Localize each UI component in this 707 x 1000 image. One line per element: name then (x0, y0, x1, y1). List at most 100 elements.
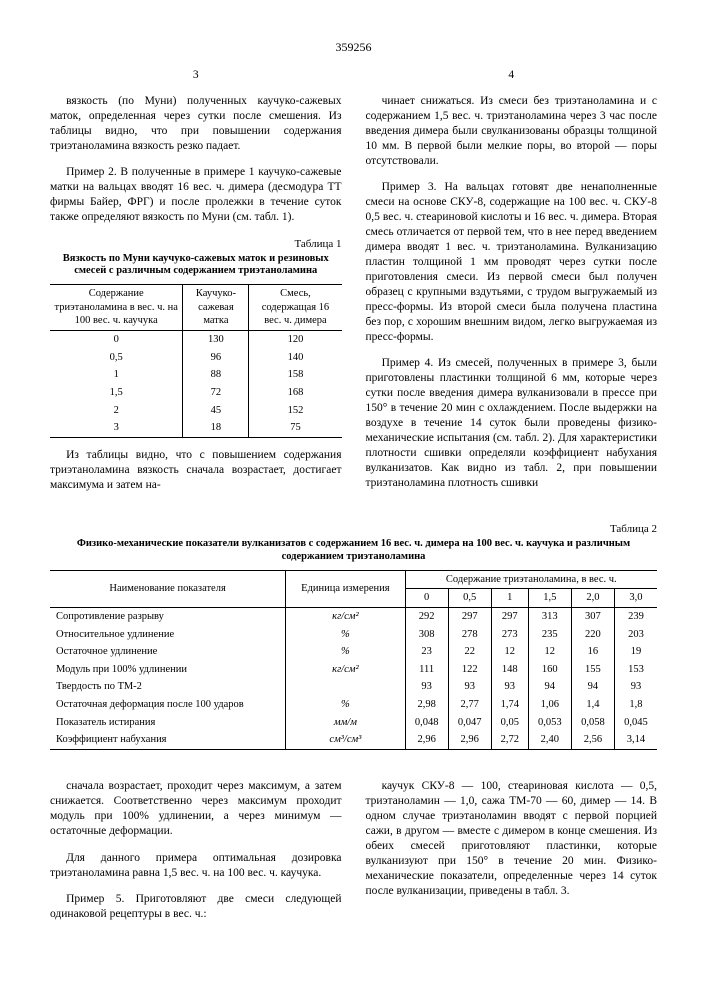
t2-col: 3,0 (614, 589, 657, 608)
para-r2: Пример 3. На вальцах готовят две ненапол… (366, 180, 658, 344)
table-cell: 94 (528, 678, 571, 696)
table-cell: 273 (491, 626, 528, 644)
table1-label: Таблица 1 (50, 237, 342, 251)
table-cell: 2,96 (405, 731, 448, 749)
table-cell: 130 (183, 330, 249, 348)
para-l3: Из таблицы видно, что с повышением содер… (50, 448, 342, 493)
para-r3: Пример 4. Из смесей, полученных в пример… (366, 356, 658, 490)
table-cell: 120 (249, 330, 342, 348)
t2-col: 1 (491, 589, 528, 608)
table-cell: 158 (249, 366, 342, 384)
table-cell: 96 (183, 349, 249, 367)
table-cell: 239 (614, 607, 657, 625)
para-l2: Пример 2. В полученные в примере 1 каучу… (50, 165, 342, 225)
t2-h-unit: Единица измерения (286, 570, 405, 607)
table-cell: 2,72 (491, 731, 528, 749)
table-cell: 93 (448, 678, 491, 696)
table-cell: 308 (405, 626, 448, 644)
table-cell: 72 (183, 384, 249, 402)
table-cell: 1,06 (528, 696, 571, 714)
table2: Наименование показателя Единица измерени… (50, 570, 657, 750)
table-cell: 153 (614, 661, 657, 679)
table-cell: 2,77 (448, 696, 491, 714)
table1: Содержание триэтаноламина в вес. ч. на 1… (50, 284, 342, 438)
table-cell: 148 (491, 661, 528, 679)
table-cell: 220 (571, 626, 614, 644)
table2-label: Таблица 2 (50, 522, 657, 536)
left-column: 3 вязкость (по Муни) полученных каучуко-… (50, 68, 342, 505)
table-cell: 0,05 (491, 714, 528, 732)
table-cell: 0,053 (528, 714, 571, 732)
table-cell: мм/м (286, 714, 405, 732)
table-cell: % (286, 643, 405, 661)
table-cell: 0 (50, 330, 183, 348)
bottom-right-column: каучук СКУ-8 — 100, стеариновая кислота … (366, 768, 658, 934)
table-cell: Сопротивление разрыву (50, 607, 286, 625)
table-cell: Остаточное удлинение (50, 643, 286, 661)
bottom-left-column: сначала возрастает, проходит через макси… (50, 768, 342, 934)
t1-h1: Каучуко-сажевая матка (183, 285, 249, 331)
table-cell: 122 (448, 661, 491, 679)
table-cell: 152 (249, 402, 342, 420)
table-cell: Твердость по ТМ-2 (50, 678, 286, 696)
table-cell: 2,96 (448, 731, 491, 749)
table-cell: 94 (571, 678, 614, 696)
table-cell (286, 678, 405, 696)
table-cell: % (286, 696, 405, 714)
doc-number: 359256 (50, 40, 657, 56)
table-cell: Остаточная деформация после 100 ударов (50, 696, 286, 714)
table-cell: 93 (405, 678, 448, 696)
table-cell: кг/см² (286, 607, 405, 625)
table-cell: 0,048 (405, 714, 448, 732)
table-cell: % (286, 626, 405, 644)
table-cell: Модуль при 100% удлинении (50, 661, 286, 679)
table-cell: 297 (491, 607, 528, 625)
table-cell: 23 (405, 643, 448, 661)
table-cell: 16 (571, 643, 614, 661)
para-bl1: сначала возрастает, проходит через макси… (50, 779, 342, 839)
table-cell: 278 (448, 626, 491, 644)
table-cell: Относительное удлинение (50, 626, 286, 644)
para-r1: чинает снижаться. Из смеси без триэтанол… (366, 94, 658, 169)
table-cell: 3 (50, 419, 183, 437)
table-cell: 1 (50, 366, 183, 384)
table-cell: 2,98 (405, 696, 448, 714)
t1-h0: Содержание триэтаноламина в вес. ч. на 1… (50, 285, 183, 331)
table-cell: 155 (571, 661, 614, 679)
table-cell: 313 (528, 607, 571, 625)
table-cell: Коэффициент набухания (50, 731, 286, 749)
table-cell: 19 (614, 643, 657, 661)
table-cell: 297 (448, 607, 491, 625)
para-br1: каучук СКУ-8 — 100, стеариновая кислота … (366, 779, 658, 899)
table-cell: 0,045 (614, 714, 657, 732)
table-cell: 2 (50, 402, 183, 420)
t2-col: 0,5 (448, 589, 491, 608)
table-cell: 12 (491, 643, 528, 661)
t2-h-group: Содержание триэтаноламина, в вес. ч. (405, 570, 657, 589)
t1-h2: Смесь, содержащая 16 вес. ч. димера (249, 285, 342, 331)
table-cell: 292 (405, 607, 448, 625)
table-cell: 45 (183, 402, 249, 420)
para-bl3: Пример 5. Приготовляют две смеси следующ… (50, 892, 342, 922)
right-column: 4 чинает снижаться. Из смеси без триэтан… (366, 68, 658, 505)
table-cell: 2,40 (528, 731, 571, 749)
table-cell: 12 (528, 643, 571, 661)
table-cell: 203 (614, 626, 657, 644)
table-cell: 88 (183, 366, 249, 384)
table2-caption: Физико-механические показатели вулканиза… (50, 538, 657, 563)
table-cell: Показатель истирания (50, 714, 286, 732)
table-cell: 1,8 (614, 696, 657, 714)
t2-col: 2,0 (571, 589, 614, 608)
para-bl2: Для данного примера оптимальная дозировк… (50, 851, 342, 881)
table-cell: 93 (614, 678, 657, 696)
table-cell: см³/см³ (286, 731, 405, 749)
table-cell: 1,74 (491, 696, 528, 714)
table-cell: 2,56 (571, 731, 614, 749)
t2-h-main: Наименование показателя (50, 570, 286, 607)
table-cell: 307 (571, 607, 614, 625)
table-cell: 0,5 (50, 349, 183, 367)
table-cell: 0,058 (571, 714, 614, 732)
para-l1: вязкость (по Муни) полученных каучуко-са… (50, 94, 342, 154)
table-cell: 160 (528, 661, 571, 679)
table-cell: 75 (249, 419, 342, 437)
